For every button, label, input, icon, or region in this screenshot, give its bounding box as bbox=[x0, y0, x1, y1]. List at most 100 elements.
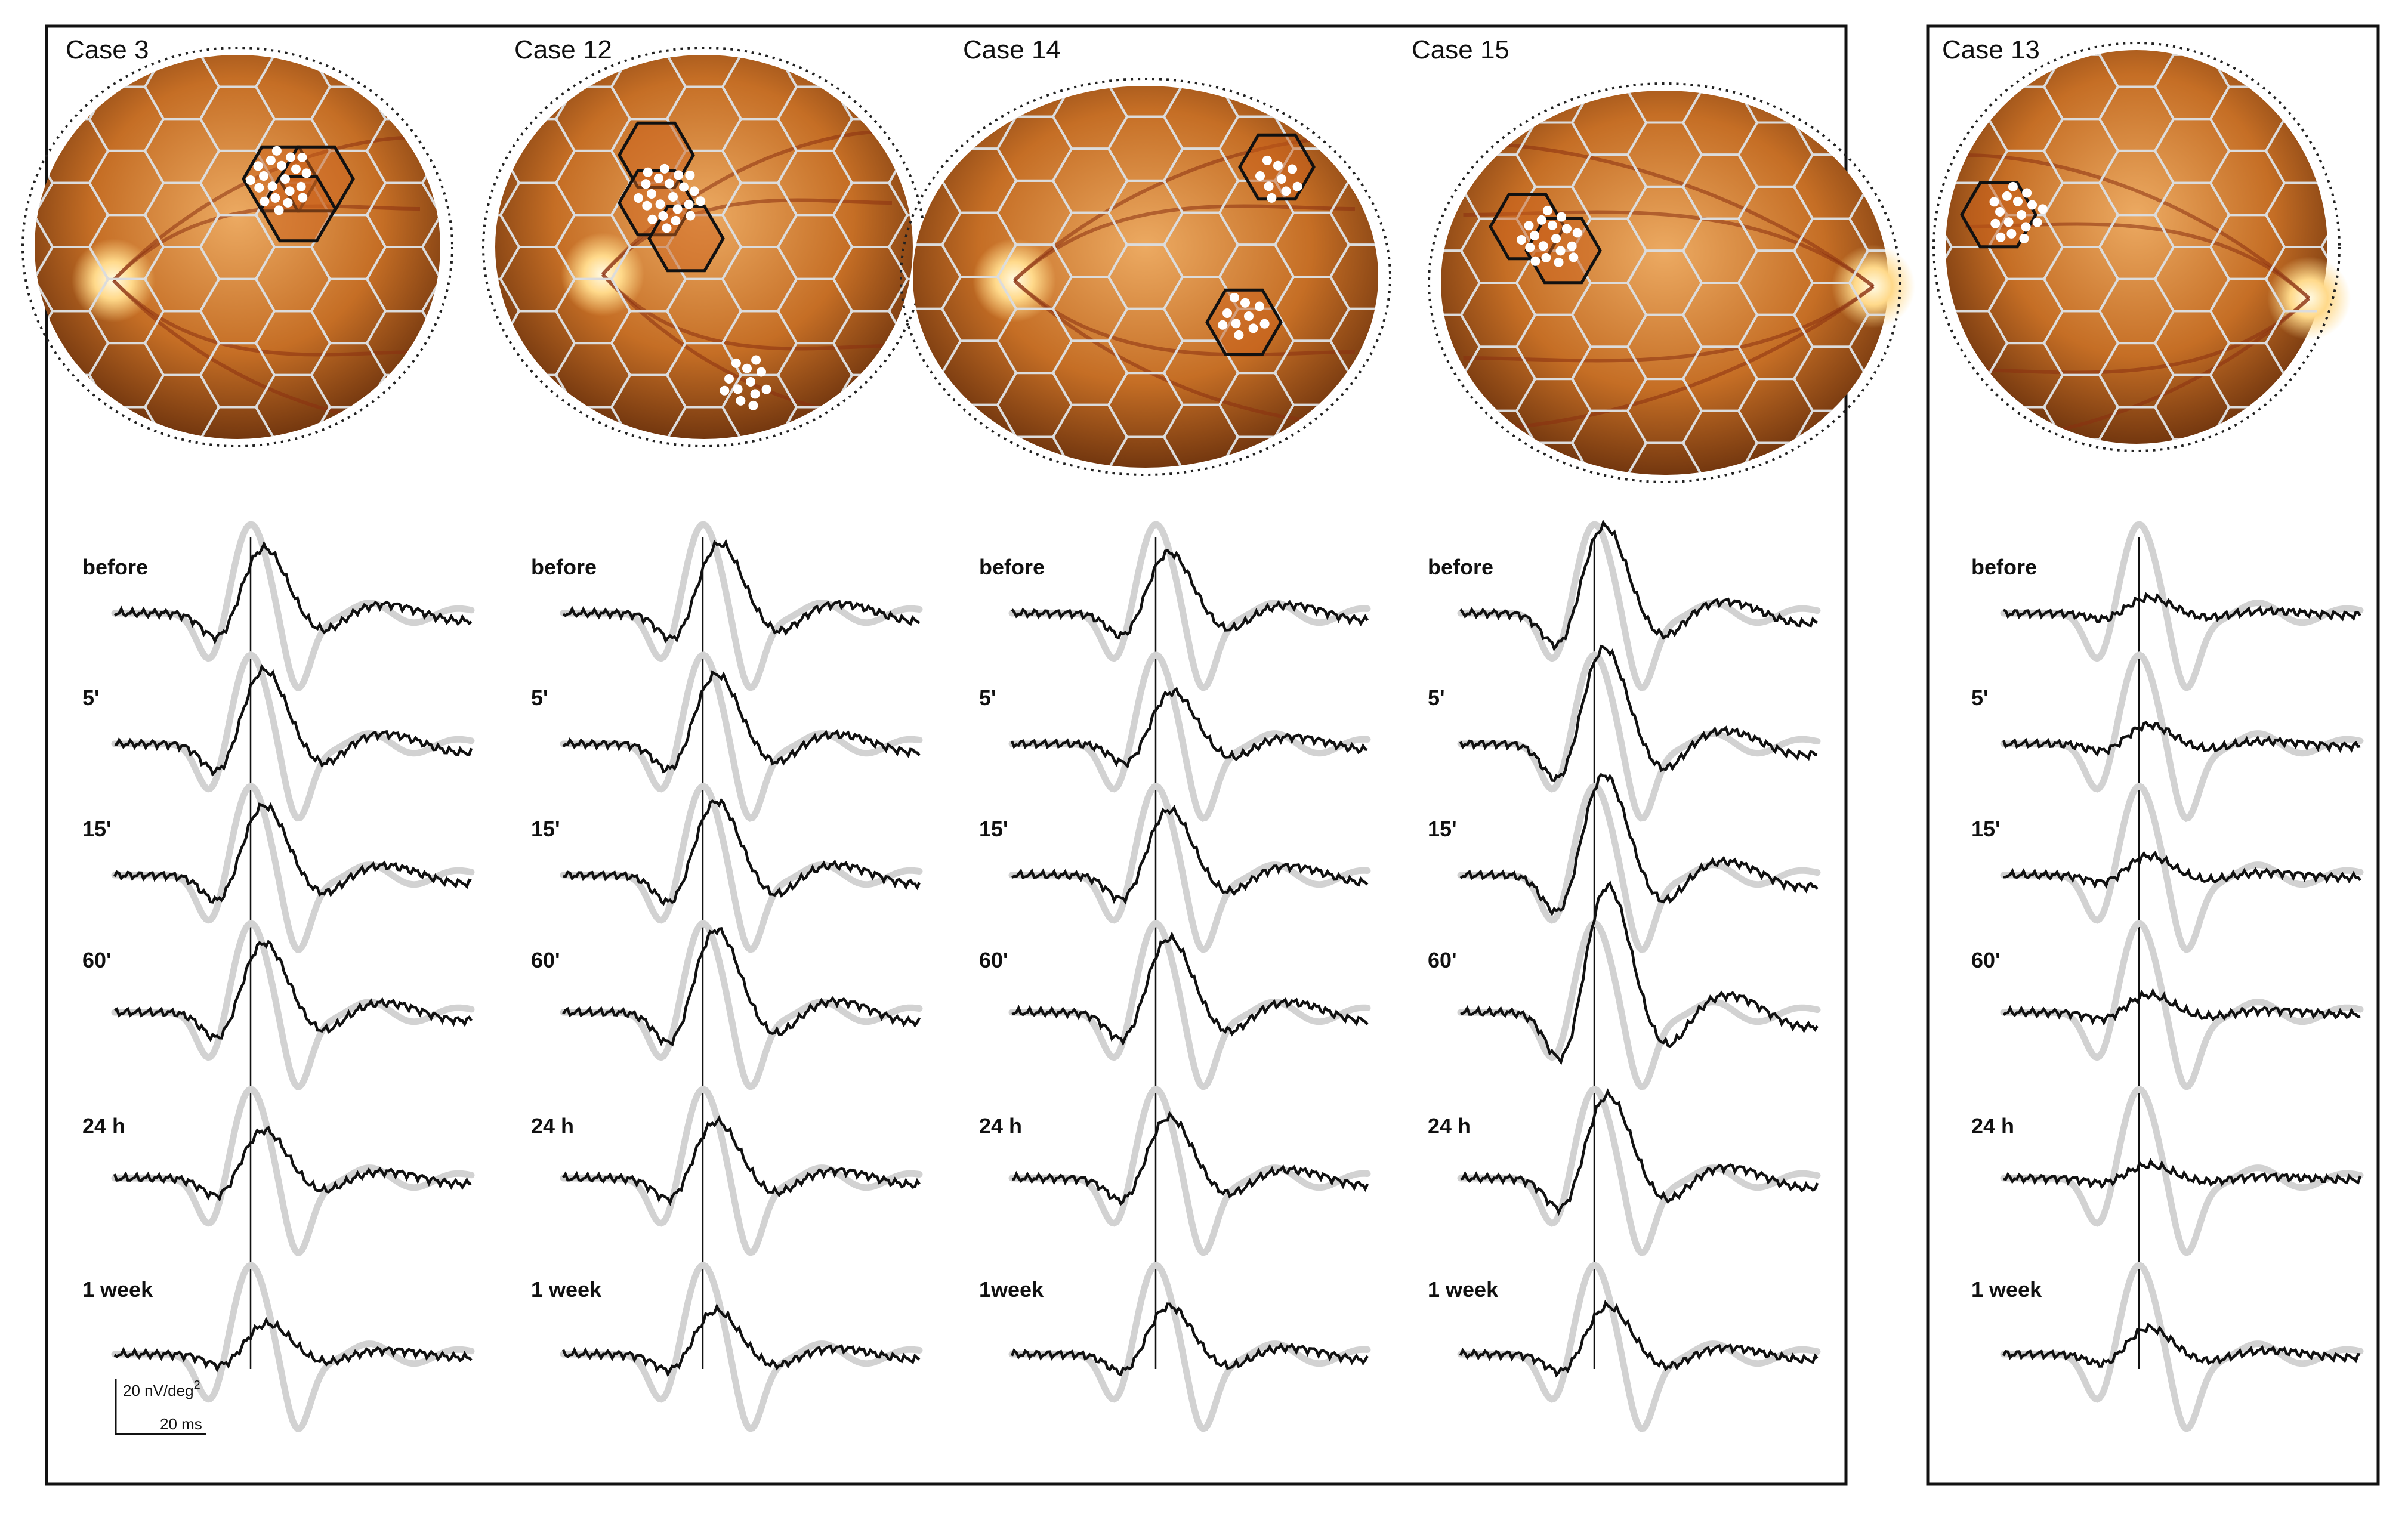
laser-spot bbox=[297, 152, 307, 162]
laser-spot bbox=[2022, 188, 2032, 198]
reference-trace bbox=[2000, 651, 2364, 823]
laser-spot bbox=[1569, 252, 1579, 262]
laser-spot bbox=[731, 358, 741, 368]
laser-spot bbox=[2021, 222, 2031, 232]
laser-spot bbox=[1262, 155, 1272, 165]
laser-spot bbox=[720, 385, 730, 396]
response-trace bbox=[1460, 880, 1819, 1065]
reference-trace bbox=[1457, 1086, 1821, 1256]
response-trace bbox=[562, 539, 921, 644]
time-label: 60' bbox=[1971, 948, 2001, 972]
response-trace bbox=[1459, 1299, 1819, 1378]
response-trace bbox=[113, 939, 473, 1042]
laser-spot bbox=[2032, 217, 2042, 227]
laser-spot bbox=[253, 161, 263, 171]
reference-trace bbox=[560, 783, 923, 953]
laser-spot bbox=[285, 186, 295, 196]
time-label: before bbox=[531, 555, 597, 579]
reference-trace bbox=[560, 920, 923, 1090]
laser-spot bbox=[1218, 320, 1228, 330]
laser-spot bbox=[1995, 207, 2005, 217]
laser-spot bbox=[1248, 323, 1258, 333]
laser-spot bbox=[1255, 301, 1264, 311]
reference-trace bbox=[2000, 920, 2364, 1091]
laser-spot bbox=[2027, 200, 2037, 210]
laser-spot bbox=[671, 215, 681, 225]
laser-spot bbox=[1551, 234, 1561, 243]
time-label: 1 week bbox=[531, 1277, 602, 1302]
response-trace bbox=[562, 1115, 921, 1206]
laser-spot bbox=[2013, 196, 2023, 206]
laser-spot bbox=[1517, 235, 1526, 245]
laser-spot bbox=[1548, 220, 1557, 230]
laser-spot bbox=[277, 160, 286, 171]
scale-time-label: 20 ms bbox=[160, 1415, 202, 1433]
response-trace bbox=[113, 1125, 472, 1202]
laser-spot bbox=[259, 171, 268, 181]
reference-trace bbox=[1008, 521, 1371, 691]
laser-spot bbox=[659, 163, 669, 174]
time-label: 60' bbox=[1428, 948, 1457, 972]
laser-spot bbox=[750, 389, 760, 399]
laser-spot bbox=[1542, 205, 1552, 215]
mferg-traces bbox=[111, 519, 2364, 1433]
laser-spot bbox=[1234, 330, 1244, 340]
time-label: 5' bbox=[1428, 685, 1445, 710]
time-label: 5' bbox=[1971, 685, 1989, 710]
response-trace bbox=[1460, 1088, 1819, 1216]
time-label: 24 h bbox=[979, 1114, 1022, 1138]
panel-frame-case13 bbox=[1926, 24, 2380, 1486]
laser-spot bbox=[1273, 160, 1283, 171]
time-label: before bbox=[82, 555, 148, 579]
time-label: before bbox=[1428, 555, 1493, 579]
laser-spot bbox=[668, 192, 678, 202]
laser-spot bbox=[733, 384, 743, 394]
reference-trace bbox=[111, 521, 475, 691]
case-title-13: Case 13 bbox=[1942, 35, 2040, 64]
laser-spot bbox=[1996, 232, 2006, 242]
laser-spot bbox=[1572, 228, 1582, 238]
reference-trace bbox=[1008, 1086, 1371, 1256]
laser-spot bbox=[1267, 193, 1277, 203]
laser-spot bbox=[1229, 292, 1239, 302]
laser-spot bbox=[685, 170, 695, 180]
laser-spot bbox=[296, 181, 306, 191]
time-label: 60' bbox=[82, 948, 112, 972]
laser-spot bbox=[1240, 298, 1250, 308]
reference-trace bbox=[1008, 651, 1371, 822]
laser-spot bbox=[1989, 197, 1999, 207]
laser-spot bbox=[689, 186, 699, 196]
time-label: before bbox=[979, 555, 1045, 579]
laser-spot bbox=[298, 193, 308, 203]
reference-trace bbox=[2000, 1262, 2364, 1433]
laser-spot bbox=[1277, 174, 1286, 184]
reference-trace bbox=[560, 1086, 923, 1256]
scale-bar: 20 nV/deg2 20 ms bbox=[115, 1379, 206, 1435]
time-label: 1 week bbox=[82, 1277, 153, 1302]
laser-spot bbox=[1222, 308, 1232, 318]
response-trace bbox=[2002, 1323, 2361, 1368]
time-label: 5' bbox=[979, 685, 996, 710]
reference-trace bbox=[1008, 1262, 1371, 1432]
laser-spot bbox=[1255, 171, 1265, 181]
time-label: 1week bbox=[979, 1277, 1044, 1302]
laser-spot bbox=[1557, 212, 1567, 222]
fundus-case-3 bbox=[900, 78, 1391, 476]
laser-spot bbox=[1244, 311, 1254, 321]
response-trace bbox=[562, 670, 921, 774]
laser-spot bbox=[1554, 257, 1564, 267]
time-label: before bbox=[1971, 555, 2037, 579]
response-trace bbox=[113, 1317, 473, 1373]
laser-spot bbox=[1555, 246, 1566, 256]
laser-spot bbox=[658, 211, 668, 221]
response-trace bbox=[1459, 773, 1819, 917]
time-label: 15' bbox=[1428, 817, 1457, 841]
reference-trace bbox=[1457, 651, 1821, 822]
laser-spot bbox=[761, 384, 771, 394]
laser-spot bbox=[280, 174, 290, 184]
laser-spot bbox=[665, 178, 674, 189]
laser-spot bbox=[1524, 221, 1534, 231]
fundus-case-1 bbox=[21, 47, 453, 447]
laser-spot bbox=[1538, 241, 1548, 251]
time-label: 15' bbox=[531, 817, 560, 841]
